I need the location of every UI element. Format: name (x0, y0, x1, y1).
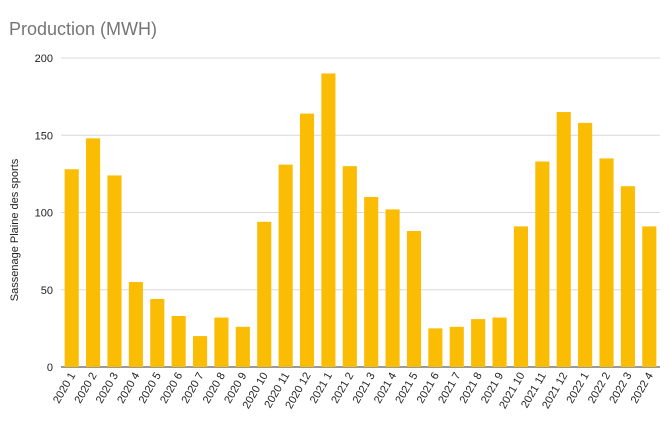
y-axis-label: Sassenage Plaine des sports (9, 158, 21, 301)
y-tick-label: 150 (35, 130, 53, 142)
bar (385, 209, 400, 367)
bar (257, 221, 272, 367)
bar (578, 122, 593, 367)
bar (107, 175, 122, 367)
bar (299, 113, 315, 368)
bar (342, 166, 357, 367)
bar (406, 231, 422, 367)
bar (150, 299, 165, 367)
bar (428, 328, 443, 367)
bar (278, 164, 293, 367)
bar (64, 169, 79, 367)
bar (192, 336, 208, 367)
bar (449, 326, 464, 367)
bar (471, 319, 486, 367)
y-tick-label: 0 (47, 362, 53, 374)
y-tick-label: 200 (35, 53, 53, 65)
bar (620, 186, 635, 367)
bar (321, 73, 336, 367)
bar (86, 138, 101, 367)
chart-title: Production (MWH) (9, 19, 158, 39)
bar (214, 317, 229, 367)
bar (535, 161, 550, 367)
bar (128, 282, 143, 367)
bar (642, 226, 657, 367)
bar (513, 226, 529, 367)
y-tick-label: 50 (41, 285, 53, 297)
y-tick-label: 100 (35, 208, 53, 220)
bar (235, 326, 250, 367)
y-axis-ticks: 0 50 100 150 200 (35, 53, 53, 374)
bar (364, 197, 379, 367)
bar (492, 317, 507, 367)
bar (171, 316, 186, 367)
bar (556, 112, 571, 367)
bar (599, 158, 614, 367)
bars (64, 73, 657, 368)
